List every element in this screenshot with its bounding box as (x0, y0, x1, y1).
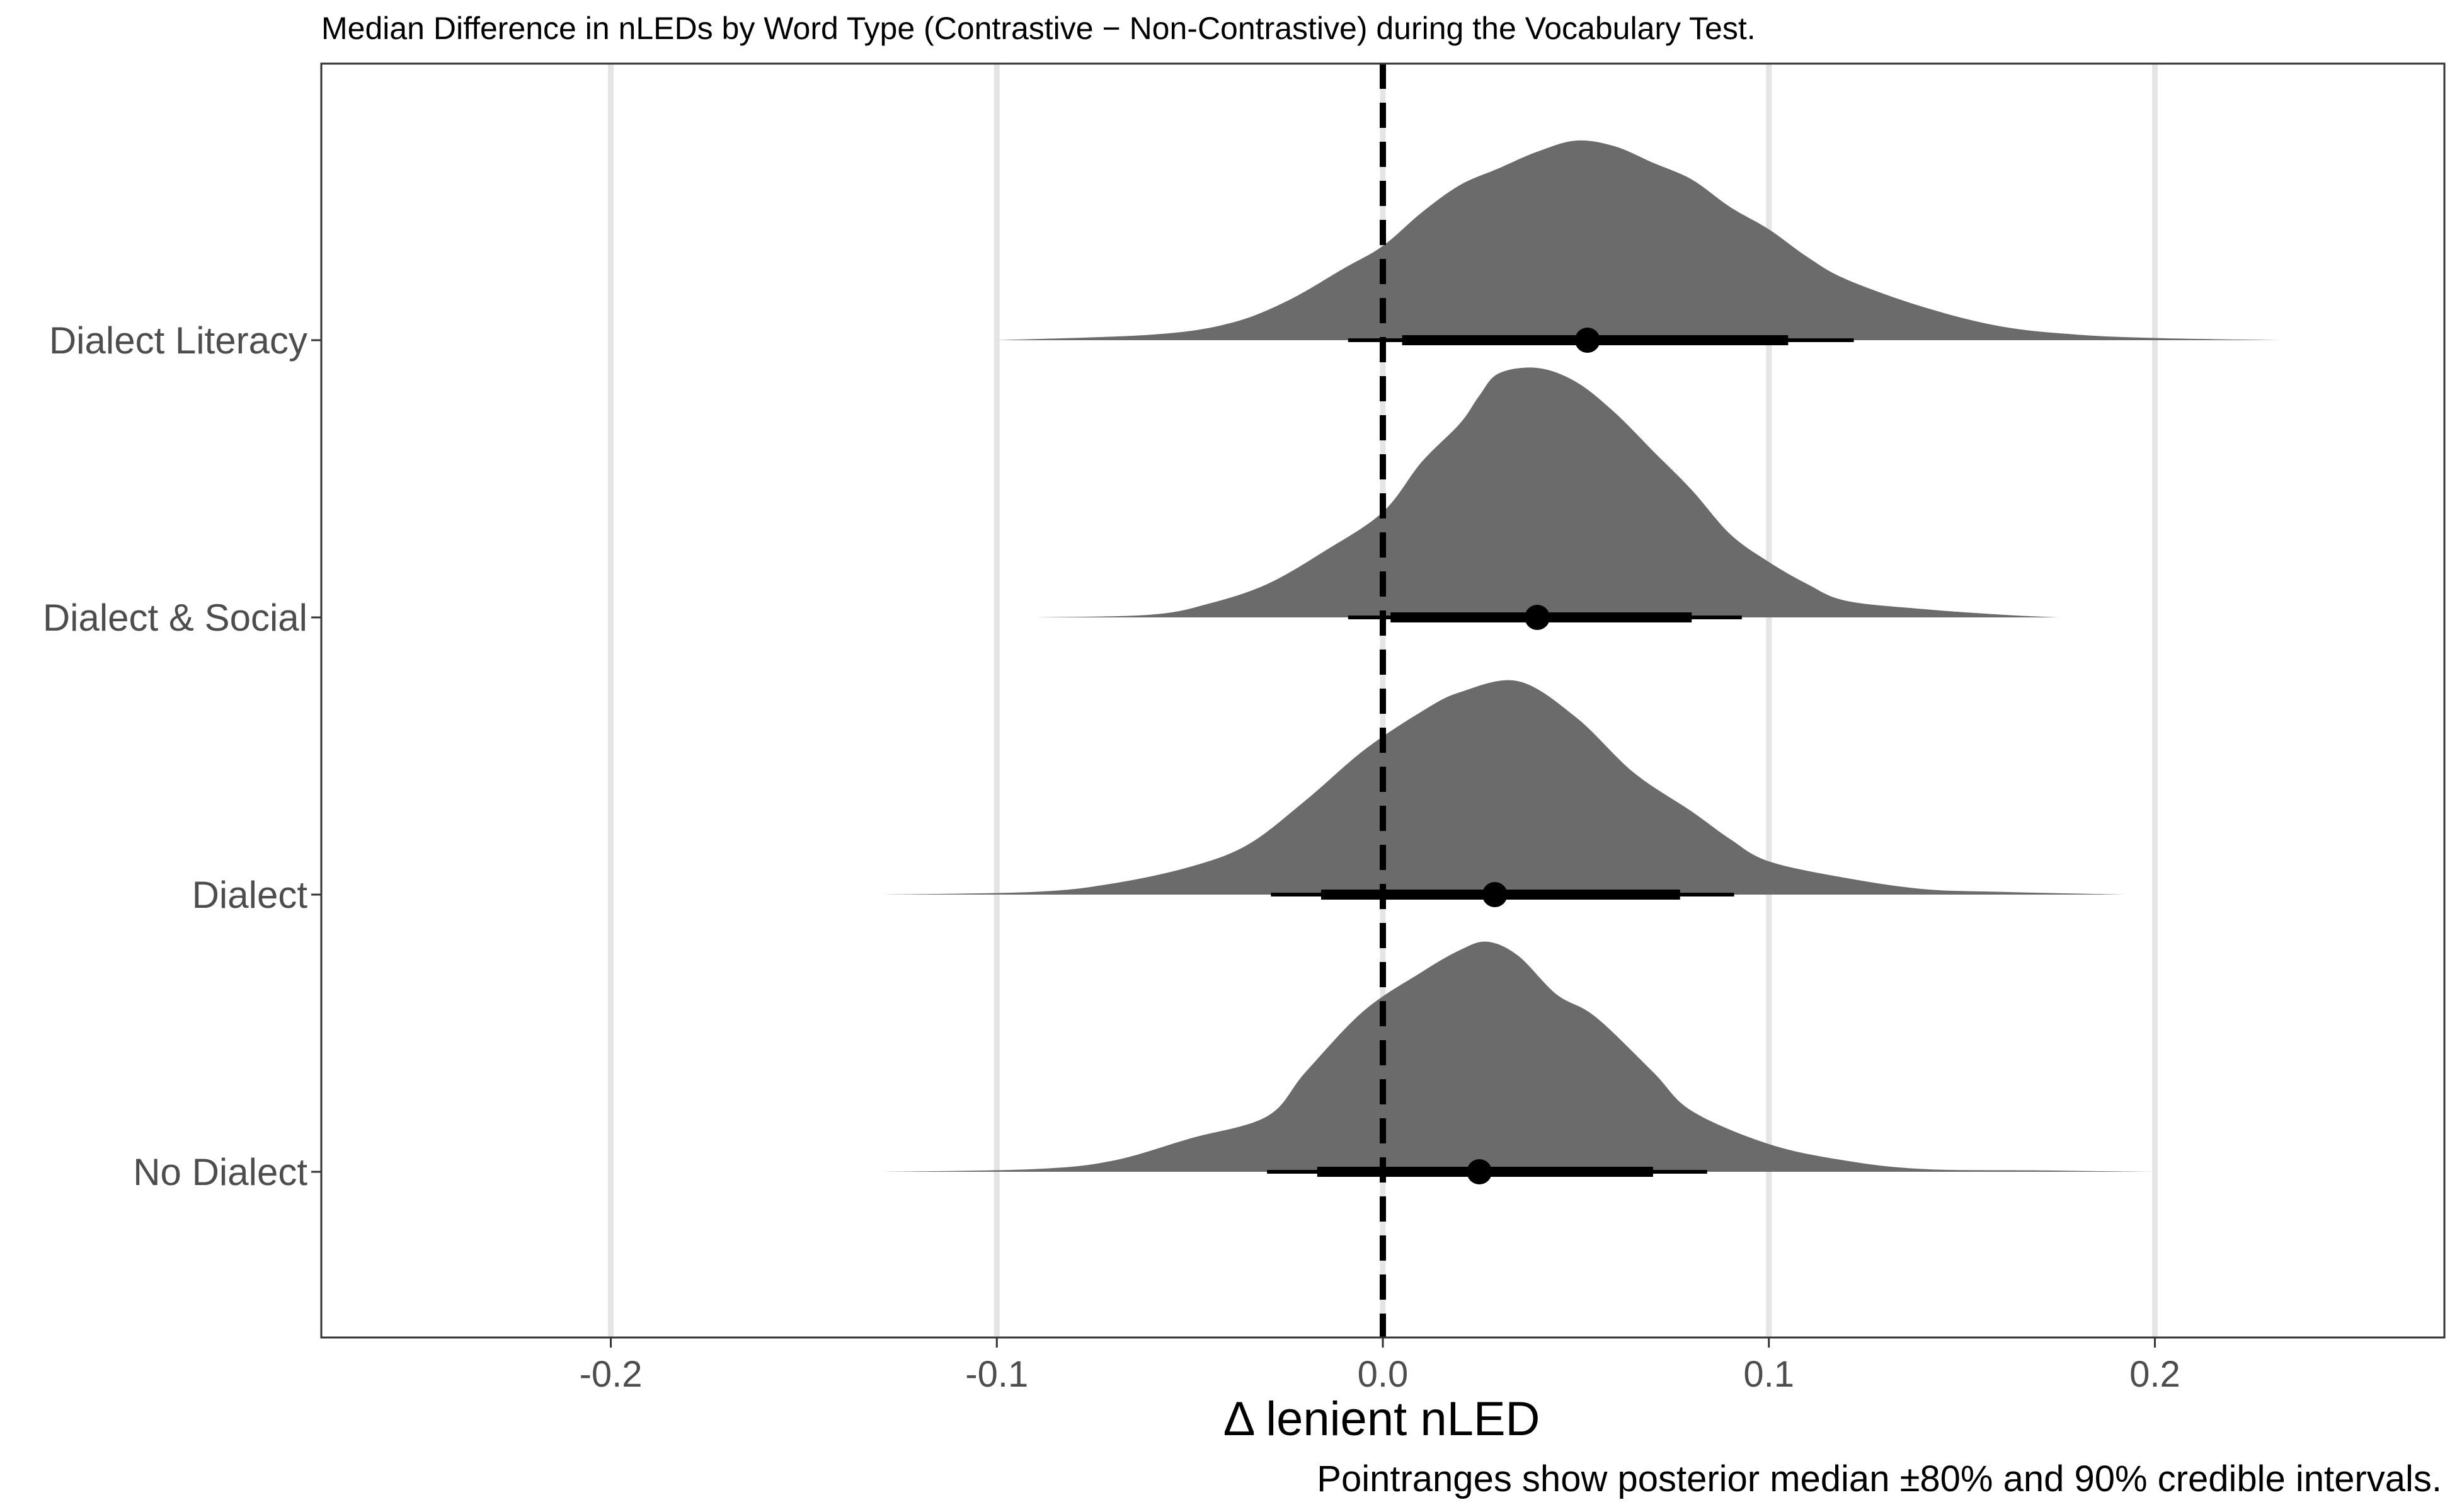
density-layer (881, 140, 2279, 1172)
chart-caption: Pointranges show posterior median ±80% a… (1317, 1458, 2442, 1499)
chart-title: Median Difference in nLEDs by Word Type … (321, 11, 1756, 46)
y-tick-label: Dialect Literacy (49, 319, 307, 362)
median-point (1574, 328, 1600, 353)
x-tick-label: 0.0 (1358, 1354, 1409, 1395)
density-no-dialect (881, 941, 2155, 1172)
y-tick-label: No Dialect (133, 1151, 307, 1193)
y-tick-label: Dialect (192, 874, 308, 916)
x-tick-label: 0.2 (2129, 1354, 2180, 1395)
x-tick-label: -0.2 (580, 1354, 643, 1395)
y-tick-label: Dialect & Social (43, 597, 307, 639)
median-point (1525, 605, 1550, 630)
y-axis: Dialect Literacy Dialect & Social Dialect N… (43, 319, 321, 1193)
density-dialect (881, 680, 2124, 895)
median-point (1482, 882, 1508, 907)
x-axis-title: Δ lenient nLED (1223, 1392, 1540, 1446)
interval-layer (1267, 328, 1854, 1184)
x-tick-label: 0.1 (1743, 1354, 1794, 1395)
median-point (1467, 1159, 1492, 1184)
density-dialect-literacy (997, 140, 2279, 340)
density-dialect-social (1035, 367, 2059, 617)
x-axis: -0.2 -0.1 0.0 0.1 0.2 (580, 1337, 2180, 1395)
x-tick-label: -0.1 (965, 1354, 1028, 1395)
